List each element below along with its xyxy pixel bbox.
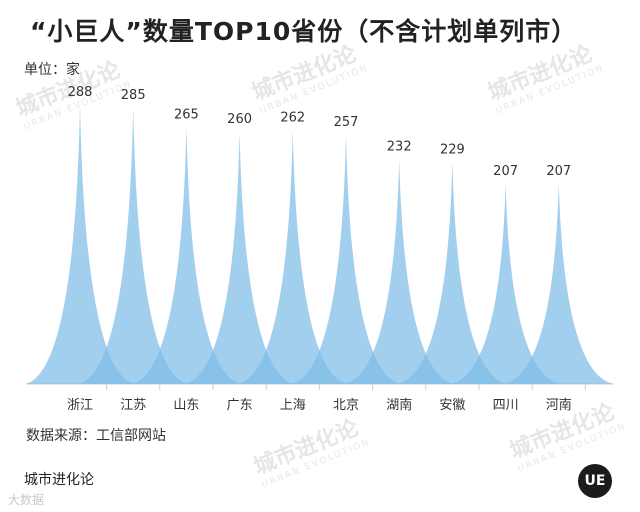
spike-mark bbox=[344, 158, 455, 384]
category-label: 浙江 bbox=[67, 398, 93, 413]
brand-label: 城市进化论 bbox=[24, 472, 94, 488]
value-label: 257 bbox=[334, 115, 359, 130]
value-label: 288 bbox=[68, 85, 93, 100]
category-label: 北京 bbox=[333, 398, 359, 413]
logo-badge: UE bbox=[578, 464, 612, 498]
category-label: 广东 bbox=[227, 398, 253, 413]
value-label: 260 bbox=[227, 112, 252, 127]
spike-mark bbox=[450, 182, 561, 384]
value-label: 285 bbox=[121, 88, 146, 103]
category-label: 湖南 bbox=[386, 397, 412, 413]
source-label: 数据来源：工信部网站 bbox=[26, 428, 166, 444]
category-label: 河南 bbox=[546, 397, 572, 413]
spike-mark bbox=[131, 126, 242, 384]
value-label: 229 bbox=[440, 142, 465, 157]
spike-mark bbox=[25, 104, 135, 384]
chart-title: “小巨人”数量TOP10省份（不含计划单列市） bbox=[30, 17, 578, 46]
value-label: 265 bbox=[174, 107, 199, 122]
category-label: 上海 bbox=[280, 398, 306, 413]
bottom-watermark: 大数据 bbox=[8, 493, 45, 507]
category-label: 江苏 bbox=[120, 397, 146, 413]
value-label: 232 bbox=[387, 139, 412, 154]
value-label: 207 bbox=[493, 164, 518, 179]
spike-mark bbox=[291, 134, 401, 384]
spike-mark bbox=[184, 131, 295, 384]
spike-mark bbox=[78, 106, 189, 385]
value-label: 262 bbox=[280, 110, 305, 125]
category-label: 四川 bbox=[493, 398, 519, 413]
category-label: 安徽 bbox=[439, 398, 465, 413]
spike-mark bbox=[503, 182, 614, 384]
unit-label: 单位：家 bbox=[24, 62, 80, 78]
value-label: 207 bbox=[546, 164, 571, 179]
category-label: 山东 bbox=[173, 398, 199, 413]
spike-mark bbox=[237, 129, 348, 384]
spike-mark bbox=[397, 161, 508, 384]
